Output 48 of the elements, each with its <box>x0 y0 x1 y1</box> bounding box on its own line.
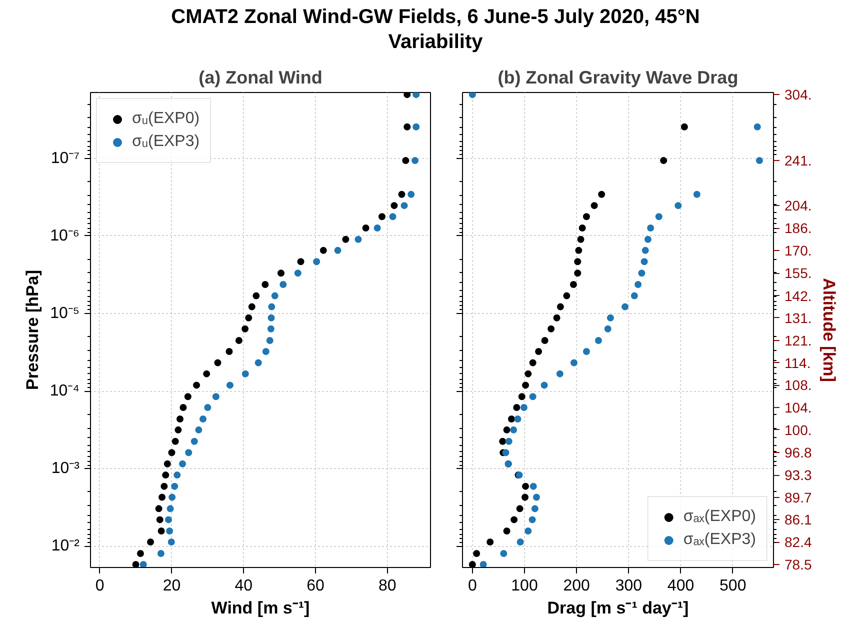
category-label: 93.3 <box>784 467 812 484</box>
y-tick-label: 10⁻⁷ <box>50 150 80 167</box>
y-tick-label: 10⁻⁴ <box>50 382 80 400</box>
text: Variability <box>388 31 483 53</box>
text: CMAT2 Zonal Wind-GW Fields, 6 June-5 July 2020, 45°N <box>171 6 700 28</box>
category-label: 108. <box>784 377 812 394</box>
y-tick-label: 10⁻⁵ <box>50 304 80 322</box>
category-label: 241. <box>784 152 812 169</box>
x-tick-label: 300 <box>615 578 642 594</box>
x-tick-label: 80 <box>378 578 396 594</box>
category-label: 114. <box>784 354 811 371</box>
x-axis-title: Drag [m s⁻¹ day⁻¹] <box>547 598 689 618</box>
category-label: 170. <box>784 242 812 258</box>
category-label: 304. <box>784 86 812 103</box>
legend-label: σₐₓ(EXP3) <box>683 531 756 549</box>
y2-axis-title: Altitude [km] <box>820 278 839 382</box>
x-axis-title: Wind [m s⁻¹] <box>211 598 310 618</box>
category-label: 142. <box>784 288 812 304</box>
category-label: 104. <box>784 400 812 416</box>
legend-label: σᵤ(EXP3) <box>132 133 200 151</box>
category-label: 82.4 <box>784 534 812 550</box>
x-tick-label: 500 <box>720 578 746 594</box>
chart-title: (a) Zonal Wind <box>198 68 322 88</box>
category-label: 186. <box>784 220 812 236</box>
category-label: 121. <box>784 332 812 348</box>
chart-title: (b) Zonal Gravity Wave Drag <box>498 68 738 88</box>
category-label: 100. <box>784 422 812 438</box>
category-label: 86.1 <box>784 512 812 528</box>
x-tick-label: 200 <box>563 578 590 594</box>
category-label: 78.5 <box>784 556 812 573</box>
x-tick-label: 100 <box>511 578 538 594</box>
y-tick-label: 10⁻³ <box>51 460 80 478</box>
y-tick-label: 10⁻² <box>51 538 80 555</box>
x-tick-label: 0 <box>468 578 477 594</box>
category-label: 89.7 <box>784 489 812 506</box>
category-label: 131. <box>784 310 812 326</box>
x-tick-label: 400 <box>667 578 694 594</box>
x-tick-label: 0 <box>95 578 104 594</box>
y-axis-title: Pressure [hPa] <box>22 270 42 390</box>
x-tick-label: 20 <box>162 578 181 594</box>
legend-label: σᵤ(EXP0) <box>132 110 200 128</box>
x-tick-label: 40 <box>234 578 253 594</box>
y-tick-label: 10⁻⁶ <box>50 227 80 244</box>
category-label: 96.8 <box>784 444 812 461</box>
x-tick-label: 60 <box>306 578 324 594</box>
category-label: 204. <box>784 198 812 214</box>
legend-label: σₐₓ(EXP0) <box>683 508 756 526</box>
category-label: 155. <box>784 265 812 282</box>
